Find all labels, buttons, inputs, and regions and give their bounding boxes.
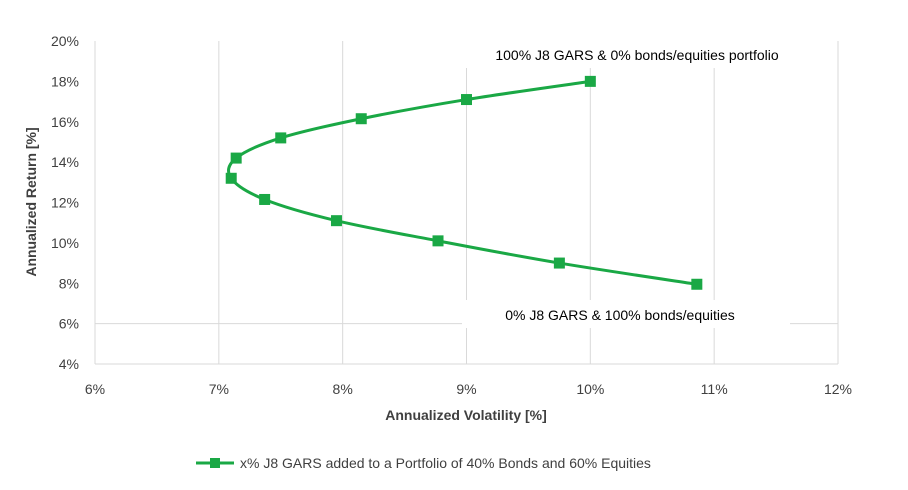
data-point-marker [432, 235, 444, 247]
data-point-marker [330, 215, 342, 227]
data-point-marker [230, 152, 242, 164]
x-tick-label: 10% [576, 381, 604, 397]
legend: x% J8 GARS added to a Portfolio of 40% B… [196, 455, 651, 471]
x-tick-label: 11% [701, 381, 728, 397]
series-line [227, 79, 698, 286]
x-tick-label: 6% [85, 381, 105, 397]
data-point-marker [259, 193, 271, 205]
y-tick-label: 14% [51, 154, 79, 170]
data-point-marker [225, 172, 237, 184]
y-tick-label: 6% [59, 316, 79, 332]
x-axis-label: Annualized Volatility [%] [385, 407, 547, 423]
y-tick-label: 10% [51, 235, 79, 251]
data-point-marker [584, 75, 596, 87]
x-tick-label: 7% [209, 381, 229, 397]
annotation-bottom: 0% J8 GARS & 100% bonds/equities [505, 307, 735, 323]
y-tick-label: 16% [51, 114, 79, 130]
x-tick-label: 12% [824, 381, 852, 397]
data-point-marker [553, 257, 565, 269]
data-point-marker [355, 113, 367, 125]
x-tick-label: 8% [333, 381, 353, 397]
y-tick-label: 18% [51, 73, 79, 89]
annotation-bottom-bg [462, 300, 790, 328]
data-point-marker [275, 132, 287, 144]
legend-marker-icon [210, 458, 220, 468]
y-tick-label: 4% [59, 356, 79, 372]
legend-label: x% J8 GARS added to a Portfolio of 40% B… [240, 455, 651, 471]
y-axis-label: Annualized Return [%] [23, 127, 39, 276]
data-point-marker [461, 94, 472, 106]
y-tick-label: 12% [51, 195, 79, 211]
data-point-marker [691, 278, 703, 290]
y-tick-label: 8% [59, 275, 79, 291]
annotation-top: 100% J8 GARS & 0% bonds/equities portfol… [495, 47, 778, 63]
x-tick-label: 9% [456, 381, 476, 397]
annotation-top-bg [462, 40, 812, 68]
y-tick-label: 20% [51, 33, 79, 49]
